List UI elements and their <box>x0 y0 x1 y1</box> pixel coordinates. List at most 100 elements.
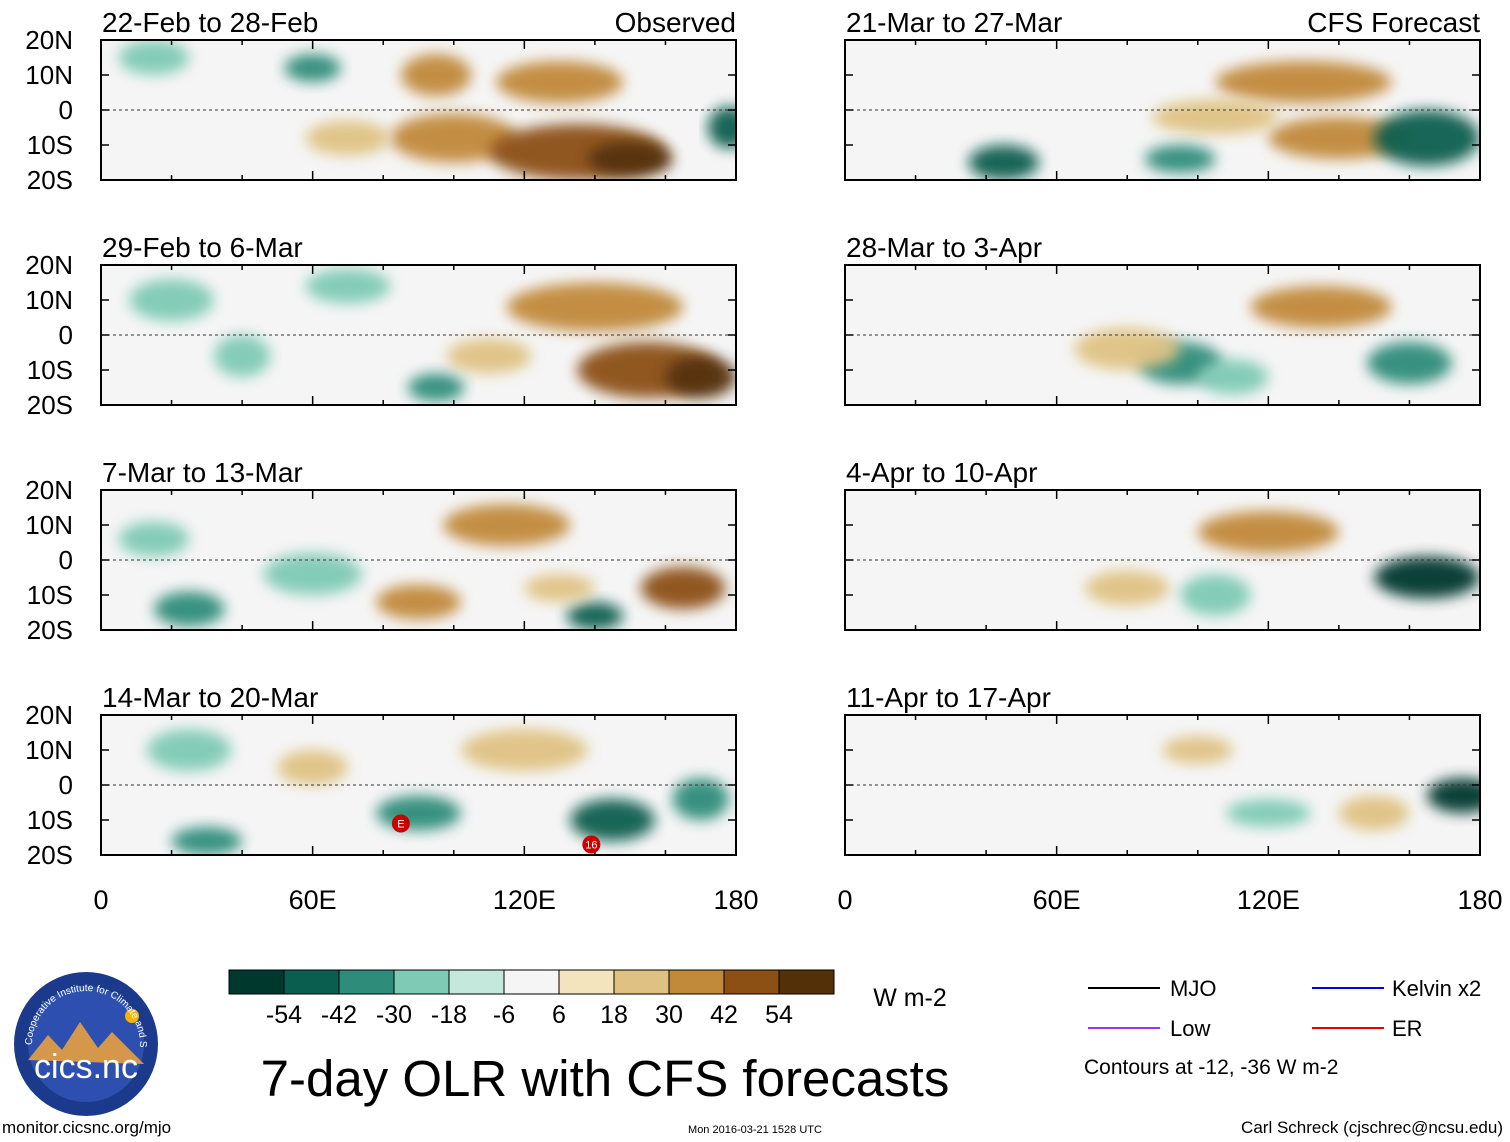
lat-tick-label: 10N <box>25 285 73 315</box>
olr-anomaly-patch <box>1144 145 1216 173</box>
olr-anomaly-patch <box>672 778 729 820</box>
panel-title: 11-Apr to 17-Apr <box>846 682 1051 713</box>
olr-anomaly-patch <box>446 338 532 374</box>
olr-anomaly-patch <box>1374 556 1480 599</box>
olr-anomaly-patch <box>263 553 363 595</box>
lat-tick-label: 0 <box>59 95 73 125</box>
colorbar-label: 54 <box>765 1001 793 1029</box>
lat-tick-label: 20N <box>25 700 73 730</box>
olr-anomaly-patch <box>171 827 243 855</box>
colorbar-label: 6 <box>552 1001 566 1029</box>
colorbar: -54 -42 -30 -18 -6 6 18 30 42 54 W m-2 <box>228 969 947 1029</box>
olr-anomaly-patch <box>118 40 190 75</box>
olr-anomaly-patch <box>1162 736 1234 764</box>
legend-label: Kelvin x2 <box>1392 976 1481 1001</box>
lat-tick-label: 10N <box>25 510 73 540</box>
olr-anomaly-patch <box>376 795 461 831</box>
olr-anomaly-patch <box>1268 117 1410 159</box>
olr-anomaly-patch <box>640 567 726 609</box>
colorbar-swatch <box>338 969 395 995</box>
annotation-marker <box>582 835 601 854</box>
olr-anomaly-patch <box>376 584 461 620</box>
lat-tick-label: 0 <box>59 545 73 575</box>
column-title: CFS Forecast <box>1307 7 1480 38</box>
lat-tick-label: 20S <box>27 390 73 420</box>
colorbar-label: -6 <box>493 1001 515 1029</box>
panel: 20N 10N 0 10S 20S 29-Feb to 6-Mar <box>25 232 737 420</box>
lat-tick-label: 10S <box>27 580 73 610</box>
olr-field <box>1162 736 1480 831</box>
olr-anomaly-patch <box>1084 570 1170 606</box>
colorbar-label: -18 <box>431 1001 467 1029</box>
panel: 11-Apr to 17-Apr 0 60E 120E 180 <box>837 682 1502 915</box>
olr-anomaly-patch <box>1338 795 1410 831</box>
panel: 28-Mar to 3-Apr <box>844 232 1481 406</box>
olr-anomaly-patch <box>118 521 190 557</box>
colorbar-swatch <box>613 969 670 995</box>
footer-url[interactable]: monitor.cicsnc.org/mjo <box>2 1118 171 1137</box>
colorbar-label: 42 <box>710 1001 738 1029</box>
panel: 4-Apr to 10-Apr <box>844 457 1481 631</box>
lat-tick-label: 10N <box>25 60 73 90</box>
lat-tick-label: 20N <box>25 475 73 505</box>
colorbar-swatch <box>778 969 835 995</box>
olr-anomaly-patch <box>1427 778 1480 813</box>
figure-title: 7-day OLR with CFS forecasts <box>261 1050 950 1107</box>
lon-tick-label: 180 <box>1457 885 1502 915</box>
lat-tick-label: 20N <box>25 25 73 55</box>
lat-tick-label: 20N <box>25 250 73 280</box>
colorbar-swatch <box>723 969 780 995</box>
olr-anomaly-patch <box>1226 799 1311 827</box>
lat-tick-label: 10S <box>27 130 73 160</box>
olr-anomaly-patch <box>460 729 588 771</box>
olr-anomaly-patch <box>1180 574 1251 616</box>
lon-tick-label: 180 <box>713 885 758 915</box>
lon-tick-label: 120E <box>493 885 556 915</box>
olr-anomaly-patch <box>587 141 673 177</box>
olr-anomaly-patch <box>1151 99 1279 135</box>
olr-anomaly-patch <box>129 279 214 321</box>
annotation-marker <box>391 814 410 833</box>
olr-anomaly-patch <box>400 54 472 96</box>
olr-field <box>118 504 726 630</box>
legend-label: ER <box>1392 1016 1423 1041</box>
panel: 20N 10N 0 10S 20S 7-Mar to 13-Mar <box>25 457 737 645</box>
annotation-label: 16 <box>585 840 597 852</box>
lat-tick-label: 10N <box>25 735 73 765</box>
colorbar-label: -30 <box>376 1001 412 1029</box>
annotation-label: E <box>397 819 404 831</box>
panel-background <box>845 490 1480 630</box>
legend: MJO Kelvin x2 Low ER Contours at -12, -36 W … <box>1084 976 1481 1079</box>
lon-tick-label: 60E <box>1033 885 1081 915</box>
colorbar-swatch <box>668 969 725 995</box>
panel: 20N 10N 0 10S 20S 14-Mar to 20-Mar 0 60E 120E 180… <box>25 682 758 915</box>
colorbar-swatch <box>448 969 505 995</box>
olr-anomaly-patch <box>968 145 1040 180</box>
colorbar-units: W m-2 <box>873 984 947 1012</box>
panel-background <box>845 715 1480 855</box>
lat-tick-label: 0 <box>59 320 73 350</box>
olr-anomaly-patch <box>305 120 391 156</box>
olr-anomaly-patch <box>1215 61 1392 103</box>
colorbar-swatch <box>503 969 560 995</box>
panel-title: 22-Feb to 28-Feb <box>102 7 318 38</box>
olr-anomaly-patch <box>496 61 624 103</box>
panel-title: 29-Feb to 6-Mar <box>102 232 303 263</box>
olr-anomaly-patch <box>1250 286 1392 328</box>
olr-field <box>118 40 736 180</box>
lat-tick-label: 10S <box>27 355 73 385</box>
olr-anomaly-patch <box>407 373 465 402</box>
panel: 20N 10N 0 10S 20S 22-Feb to 28-Feb Observed <box>25 7 737 195</box>
colorbar-swatch <box>393 969 450 995</box>
olr-anomaly-patch <box>524 574 595 602</box>
olr-anomaly-patch <box>284 54 341 82</box>
colorbar-label: -54 <box>266 1001 302 1029</box>
olr-anomaly-patch <box>1197 359 1269 395</box>
olr-anomaly-patch <box>570 799 655 841</box>
panel-title: 4-Apr to 10-Apr <box>846 457 1037 488</box>
lat-tick-label: 20S <box>27 615 73 645</box>
panel-title: 21-Mar to 27-Mar <box>846 7 1062 38</box>
olr-field <box>968 61 1480 180</box>
olr-anomaly-patch <box>213 335 271 377</box>
